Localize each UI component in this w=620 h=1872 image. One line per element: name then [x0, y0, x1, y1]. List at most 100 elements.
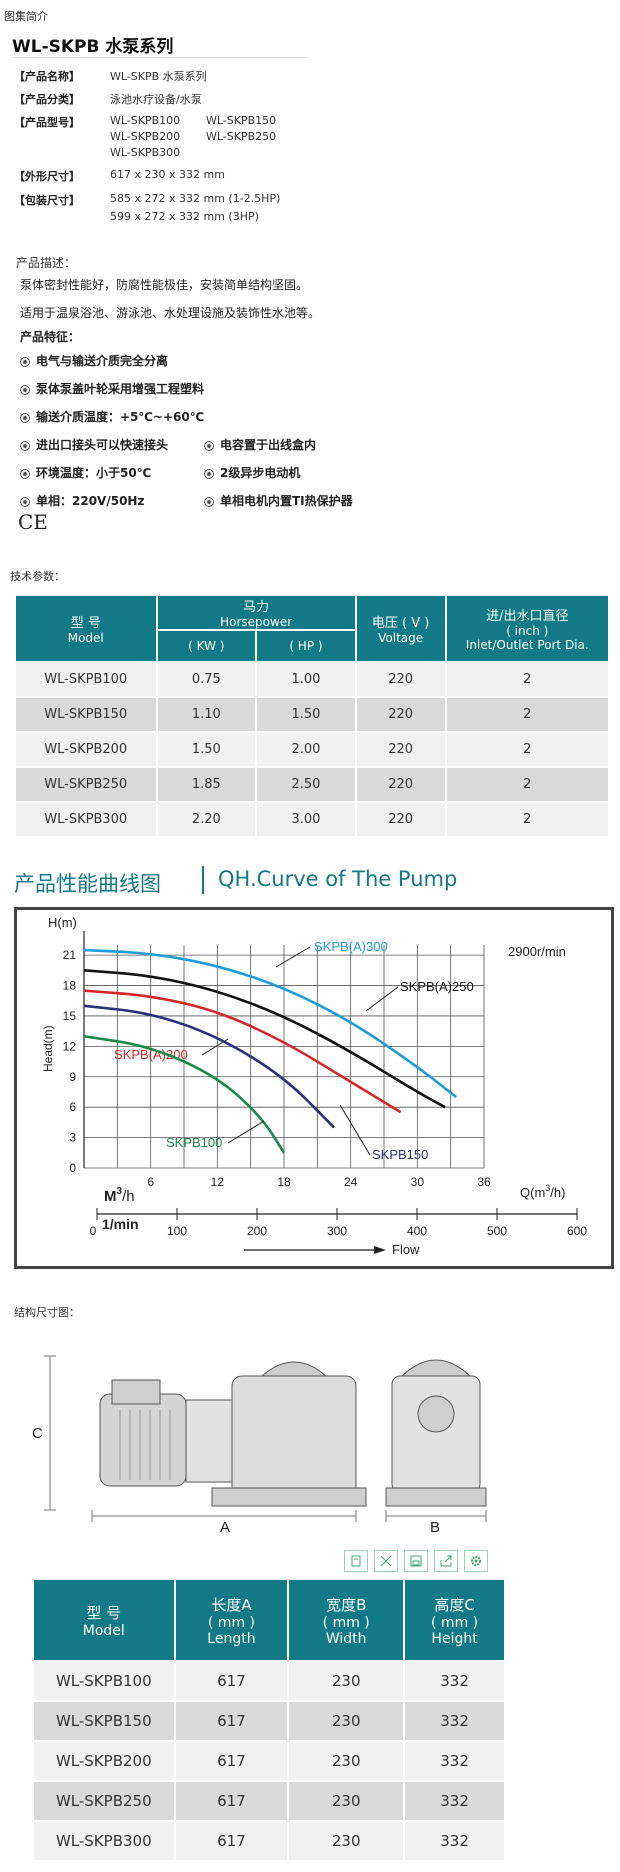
th-height: 高度C( mm ) Height [403, 1578, 506, 1662]
bullet-icon [204, 440, 214, 451]
curve-heading-cn: 产品性能曲线图 [14, 872, 161, 896]
series-label: SKPB(A)200 [114, 1047, 188, 1062]
series-line [83, 1034, 286, 1154]
x-tick-label: 12 [211, 1175, 225, 1189]
x-tick-label: 36 [477, 1175, 491, 1189]
y-axis-top-label: H(m) [48, 915, 77, 930]
spec-package-value: 585 x 272 x 332 mm (1-2.5HP) [110, 192, 281, 205]
pump-side-view [44, 1355, 367, 1522]
table-row: WL-SKPB200 617 230 332 [32, 1740, 506, 1782]
x-axis-label: Q(m3/h) [520, 1183, 565, 1200]
share-icon[interactable] [434, 1550, 458, 1572]
lmin-tick-label: 500 [487, 1224, 507, 1238]
size-table: 型 号 Model 长度A( mm ) Length 宽度B( mm ) Width … [32, 1578, 506, 1862]
speed-note: 2900r/min [508, 944, 566, 959]
y-tick-label: 0 [69, 1161, 76, 1175]
spec-model-item: WL-SKPB300 [110, 146, 181, 159]
curve-heading-divider [202, 866, 204, 894]
page-title: WL-SKPB 水泵系列 [12, 37, 174, 57]
breadcrumb: 图集简介 [4, 10, 48, 23]
expand-icon[interactable] [374, 1550, 398, 1572]
th-size-model: 型 号 Model [32, 1578, 176, 1662]
settings-icon[interactable] [464, 1550, 488, 1572]
save-icon[interactable] [404, 1550, 428, 1572]
spec-model-item: WL-SKPB200 [110, 130, 181, 143]
curve-heading-en: QH.Curve of The Pump [218, 867, 458, 891]
bullet-icon [204, 468, 214, 479]
th-width: 宽度B( mm ) Width [287, 1578, 406, 1662]
x-tick-label: 30 [411, 1175, 425, 1189]
pump-drawing: C A B [32, 1355, 487, 1534]
table-row: WL-SKPB250 1.85 2.50 220 2 [14, 766, 611, 803]
lmin-tick-label: 200 [247, 1224, 267, 1238]
feature-item: 电容置于出线盒内 [204, 436, 316, 453]
flow-arrow-head [374, 1246, 386, 1254]
table-row: WL-SKPB150 1.10 1.50 220 2 [14, 696, 611, 733]
y-tick-label: 18 [63, 979, 77, 993]
series-line [83, 948, 458, 1099]
series-leader [275, 946, 311, 968]
th-port: 进/出水口直径( inch ) Inlet/Outlet Port Dia. [444, 594, 611, 663]
bullet-icon [20, 356, 30, 367]
series-line [83, 969, 446, 1109]
spec-size-value: 617 x 230 x 332 mm [110, 168, 225, 181]
dim-c-label: C [32, 1425, 43, 1442]
tech-heading: 技术参数： [10, 570, 65, 583]
y-tick-label: 9 [69, 1070, 76, 1084]
lmin-tick-label: 0 [90, 1224, 97, 1238]
spec-model-item: WL-SKPB250 [206, 130, 277, 143]
spec-package-label: 【包装尺寸】 [14, 194, 80, 207]
lmin-tick-label: 100 [167, 1224, 187, 1238]
feature-item: 单相：220V/50Hz [20, 492, 144, 509]
series-line [83, 989, 402, 1114]
spec-model-item: WL-SKPB100 [110, 114, 181, 127]
x-tick-label: 24 [344, 1175, 358, 1189]
chart-series: SKPB(A)300 SKPB(A)250 SKPB(A)200 SKPB150 SKP… [83, 939, 474, 1162]
spec-model-item: WL-SKPB150 [206, 114, 277, 127]
series-label: SKPB(A)300 [314, 939, 388, 954]
structure-heading: 结构尺寸图： [14, 1306, 80, 1319]
table-row: WL-SKPB300 2.20 3.00 220 2 [14, 801, 611, 838]
series-line [83, 1004, 335, 1129]
series-leader [339, 1104, 371, 1156]
series-label: SKPB150 [372, 1147, 428, 1162]
table-row: WL-SKPB300 617 230 332 [32, 1820, 506, 1862]
spec-package-value: 599 x 272 x 332 mm (3HP) [110, 210, 259, 223]
table-row: WL-SKPB100 0.75 1.00 220 2 [14, 661, 611, 698]
spec-name-label: 【产品名称】 [14, 70, 80, 83]
y-tick-label: 12 [63, 1039, 77, 1053]
feature-item: 单相电机内置TI热保护器 [204, 492, 353, 509]
series-leader [227, 1120, 265, 1144]
lmin-tick-label: 300 [327, 1224, 347, 1238]
flow-label: Flow [392, 1242, 420, 1257]
lmin-label: 1/min [102, 1216, 139, 1232]
th-kw: ( KW ) [155, 629, 258, 663]
y-axis-label: Head(m) [41, 1025, 55, 1072]
feature-item: 泵体泵盖叶轮采用增强工程塑料 [20, 380, 204, 397]
table-row: WL-SKPB200 1.50 2.00 220 2 [14, 731, 611, 768]
y-tick-label: 15 [63, 1009, 77, 1023]
spec-category-label: 【产品分类】 [14, 93, 80, 106]
pump-curve-chart: SKPB(A)300 SKPB(A)250 SKPB(A)200 SKPB150 SKP… [14, 907, 614, 1269]
table-row: WL-SKPB150 617 230 332 [32, 1700, 506, 1742]
chart-frame [14, 907, 614, 1269]
m3h-label: M3/h [104, 1186, 135, 1205]
description-heading: 产品描述： [16, 256, 77, 270]
features-heading: 产品特征： [20, 330, 81, 344]
spec-model-label: 【产品型号】 [14, 116, 80, 129]
spec-size-label: 【外形尺寸】 [14, 170, 80, 183]
th-hp: ( HP ) [255, 629, 357, 663]
x-tick-label: 18 [277, 1175, 291, 1189]
feature-item: 2级异步电动机 [204, 464, 300, 481]
series-label: SKPB(A)250 [400, 979, 474, 994]
ce-mark-icon: CE [18, 510, 48, 534]
th-voltage: 电压 ( V ) Voltage [354, 594, 447, 663]
dim-a-label: A [220, 1519, 230, 1534]
description-line: 适用于温泉浴池、游泳池、水处理设施及装饰性水池等。 [20, 306, 321, 320]
tech-table: 型 号 Model 马力 Horsepower 电压 ( V ) Voltage 进/… [14, 594, 611, 838]
bullet-icon [20, 384, 30, 395]
copy-icon[interactable] [344, 1550, 368, 1572]
feature-item: 环境温度：小于50℃ [20, 464, 151, 481]
table-row: WL-SKPB250 617 230 332 [32, 1780, 506, 1822]
